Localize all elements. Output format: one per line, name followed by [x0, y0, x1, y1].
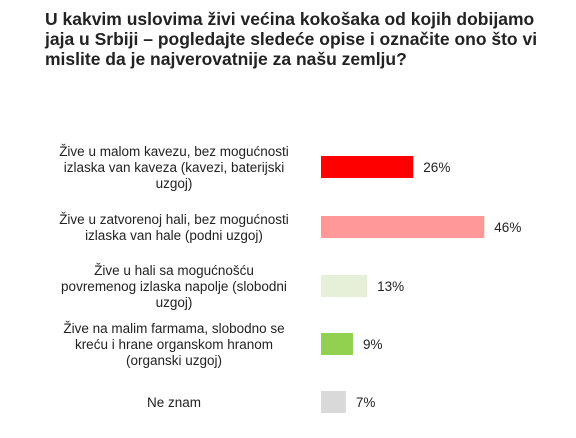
category-label-2: Žive u hali sa mogućnošću povremenog izla… — [61, 263, 287, 310]
category-label-line: izlaska van hale (podni uzgoj) — [85, 228, 263, 243]
value-label-4: 7% — [356, 395, 376, 410]
value-label-2: 13% — [377, 279, 404, 294]
category-labels-group: Žive u malom kavezu, bez mogućnosti izlas… — [59, 144, 289, 410]
category-label-line: uzgoj) — [156, 295, 193, 310]
category-label-line: Žive u malom kavezu, bez mogućnosti — [59, 144, 289, 159]
category-label-line: Ne znam — [147, 395, 201, 410]
bar-0 — [321, 156, 414, 178]
category-label-line: Žive u hali sa mogućnošću — [94, 263, 254, 278]
category-label-line: kreću i hrane organskom hranom — [75, 337, 273, 352]
bar-3 — [321, 333, 353, 355]
category-label-line: uzgoj) — [156, 176, 193, 191]
value-label-0: 26% — [423, 160, 450, 175]
value-label-1: 46% — [494, 220, 521, 235]
category-label-line: povremenog izlaska napolje (slobodni — [61, 279, 287, 294]
value-labels-group: 26% 46% 13% 9% 7% — [356, 160, 521, 410]
category-label-line: izlaska van kaveza (kavezi, baterijski — [64, 160, 285, 175]
bars-group — [321, 156, 485, 413]
question-title: U kakvim uslovima živi većina kokošaka o… — [45, 9, 538, 69]
category-label-line: Žive na malim farmama, slobodno se — [63, 321, 284, 336]
category-label-line: (organski uzgoj) — [126, 353, 222, 368]
bar-2 — [321, 275, 368, 297]
category-label-line: Žive u zatvorenoj hali, bez mogućnosti — [59, 212, 289, 227]
bar-4 — [321, 391, 346, 413]
value-label-3: 9% — [363, 337, 383, 352]
category-label-0: Žive u malom kavezu, bez mogućnosti izlas… — [59, 144, 289, 191]
category-label-3: Žive na malim farmama, slobodno se kreću … — [63, 321, 284, 368]
bar-1 — [321, 216, 485, 238]
category-label-4: Ne znam — [147, 395, 201, 410]
category-label-1: Žive u zatvorenoj hali, bez mogućnosti iz… — [59, 212, 289, 243]
